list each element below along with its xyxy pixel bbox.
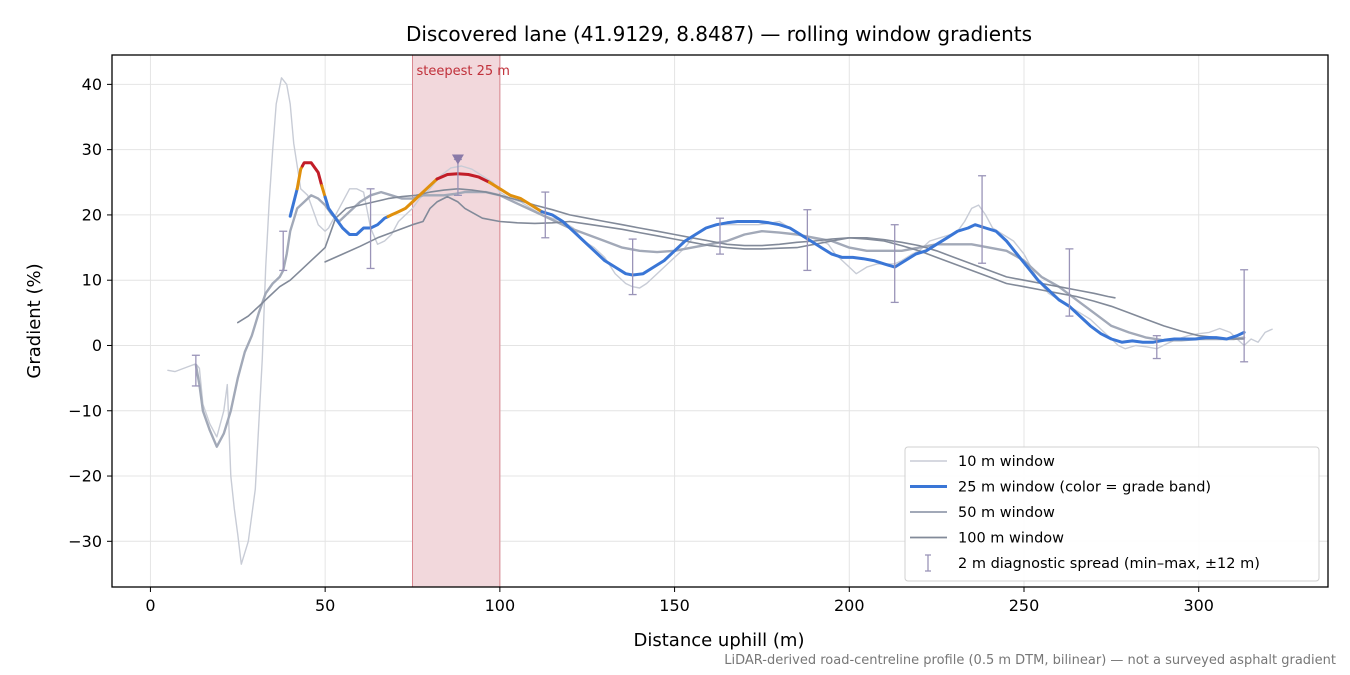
series-100m-window-lower: [324, 195, 1245, 340]
legend-label: 25 m window (color = grade band): [958, 480, 1211, 496]
y-tick-label: 10: [82, 271, 102, 290]
plot-area: steepest 25 m0 50 100 150 200 250 300−30−20−10…: [68, 54, 1329, 615]
steepest-label: steepest 25 m: [417, 64, 510, 79]
x-tick-label: 0: [145, 596, 155, 615]
y-tick-label: −10: [68, 401, 102, 420]
legend-label: 50 m window: [958, 505, 1055, 521]
series-100m-window: [237, 188, 1116, 324]
legend-label: 100 m window: [958, 531, 1064, 547]
steepest-marker-icon: [451, 154, 464, 165]
y-tick-label: 40: [82, 75, 102, 94]
series-25m-window-segment: [435, 172, 491, 184]
series-25m-window-segment: [487, 180, 544, 214]
series-25m-window-segment: [300, 161, 324, 188]
chart-title: Discovered lane (41.9129, 8.8487) — roll…: [406, 22, 1032, 46]
y-axis-label: Gradient (%): [24, 263, 45, 378]
legend-label: 10 m window: [958, 454, 1055, 470]
series-25m-window-segment: [540, 210, 1246, 344]
series-25m-window-segment: [288, 187, 299, 218]
steepest-highlight-band: [412, 54, 501, 588]
x-tick-label: 250: [1009, 596, 1040, 615]
x-tick-label: 50: [315, 596, 335, 615]
legend-box: [904, 446, 1320, 582]
series-25m-window-segment: [386, 177, 439, 219]
series-50m-window: [194, 190, 1246, 448]
x-tick-label: 200: [834, 596, 865, 615]
legend-label: 2 m diagnostic spread (min–max, ±12 m): [958, 556, 1260, 572]
y-tick-label: 30: [82, 140, 102, 159]
legend: 10 m window 25 m window (color = grade ba…: [904, 446, 1320, 582]
y-tick-label: −30: [68, 532, 102, 551]
x-tick-label: 100: [485, 596, 516, 615]
y-tick-label: 0: [92, 336, 102, 355]
x-tick-label: 150: [659, 596, 690, 615]
x-tick-label: 300: [1183, 596, 1214, 615]
y-tick-label: −20: [68, 467, 102, 486]
plot-frame: [111, 54, 1329, 588]
x-axis-label: Distance uphill (m): [634, 630, 805, 651]
series-25m-window-segment: [320, 184, 327, 199]
y-tick-label: 20: [82, 205, 102, 224]
series-25m-window-segment: [323, 195, 390, 236]
footnote: LiDAR-derived road-centreline profile (0…: [724, 653, 1336, 668]
